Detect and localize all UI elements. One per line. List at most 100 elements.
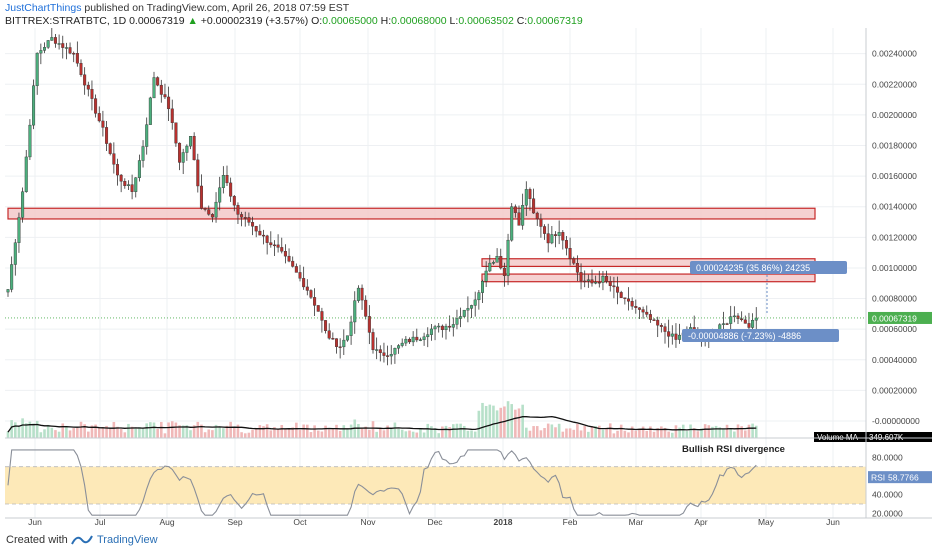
y-tick-label: 0.00180000 [872, 140, 917, 150]
measure-up-label: 0.00024235 (35.86%) 24235 [696, 263, 810, 273]
candle-body [404, 338, 408, 344]
candle-body [627, 298, 631, 302]
volume-bar [247, 432, 251, 438]
volume-bar [517, 408, 521, 438]
candle-body [243, 217, 247, 219]
volume-bar [57, 431, 61, 438]
candle-body [32, 85, 36, 126]
candle-body [13, 242, 17, 265]
candle-body [590, 279, 594, 284]
volume-bar [90, 425, 94, 438]
rsi-tag [868, 471, 932, 484]
candle-body [382, 352, 386, 356]
volume-bar [360, 427, 364, 438]
volume-bar [236, 424, 240, 438]
last-price-tag [868, 311, 932, 324]
candle-body [557, 232, 561, 236]
volume-bar [225, 425, 229, 438]
volume-bar [510, 404, 513, 438]
close-value: 0.00067319 [527, 15, 583, 27]
volume-bar [711, 426, 714, 438]
volume-bar [452, 424, 455, 438]
volume-bar [736, 424, 740, 438]
x-tick-label: May [758, 517, 775, 527]
x-tick-label: Jun [28, 517, 42, 527]
volume-bar [211, 430, 214, 438]
candle-body [294, 266, 298, 273]
volume-bar [568, 428, 572, 438]
candle-body [448, 325, 452, 328]
candle-body [550, 234, 554, 244]
volume-bar [280, 425, 284, 438]
volume-ma-line [7, 415, 757, 433]
candle-body [732, 315, 736, 318]
candle-body [670, 333, 674, 337]
candle-body [94, 98, 98, 114]
volume-bar [39, 432, 43, 438]
volume-bar [14, 422, 17, 438]
candle-body [367, 316, 371, 333]
candle-body [90, 89, 94, 99]
volume-bar [557, 423, 561, 438]
candle-body [178, 142, 182, 163]
candle-body [225, 175, 229, 184]
volume-bar [218, 426, 221, 438]
candle-body [535, 212, 539, 220]
candle-body [6, 289, 10, 293]
volume-bar [740, 426, 743, 438]
candle-body [513, 206, 517, 213]
candle-body [678, 334, 682, 340]
candle-body [506, 239, 510, 276]
volume-bar [481, 402, 484, 438]
author-link[interactable]: JustChartThings [5, 2, 82, 14]
volume-bar [181, 425, 185, 438]
volume-bar [68, 430, 72, 438]
candle-body [645, 311, 649, 315]
rsi-title: Bullish RSI divergence [682, 444, 785, 455]
candle-body [126, 184, 130, 186]
candle-body [608, 281, 612, 287]
candle-body [601, 276, 605, 283]
volume-bar [94, 424, 97, 438]
candle-body [79, 63, 83, 75]
up-triangle-icon: ▲ [187, 15, 198, 27]
candle-body [141, 146, 145, 161]
volume-bar [130, 426, 134, 438]
volume-bar [295, 422, 298, 438]
y-tick-label: 0.00140000 [872, 202, 917, 212]
candle-body [725, 323, 729, 325]
volume-bar [156, 428, 159, 438]
candle-body [43, 47, 47, 51]
volume-bar [733, 431, 736, 438]
candle-body [637, 307, 641, 310]
candle-body [470, 305, 474, 309]
candle-body [291, 260, 295, 267]
tradingview-link[interactable]: TradingView [97, 534, 158, 546]
volume-bar [594, 425, 597, 438]
volume-bar [426, 423, 430, 438]
y-tick-label: 0.00160000 [872, 171, 917, 181]
volume-bar [371, 421, 375, 438]
volume-bar [400, 429, 404, 438]
y-tick-label: 0.00080000 [872, 294, 917, 304]
volume-bar [616, 430, 619, 438]
volume-ma-box [814, 432, 932, 442]
volume-bar [572, 429, 576, 438]
volume-bar [674, 425, 678, 438]
volume-bar [233, 427, 236, 438]
volume-bar [722, 429, 725, 438]
volume-bar [134, 428, 138, 438]
candle-body [320, 311, 324, 321]
candle-body [199, 185, 203, 209]
volume-bar [160, 421, 163, 438]
volume-bar [382, 430, 386, 438]
volume-bar [189, 430, 192, 438]
price-chart[interactable]: 0.00067319 0.00024235 (35.86%) 24235 -0.00… [0, 28, 932, 530]
candle-body [119, 174, 123, 182]
candle-body [305, 286, 309, 291]
volume-bar [430, 426, 433, 438]
volume-bar [528, 430, 532, 438]
volume-bar [484, 405, 488, 438]
candle-body [473, 299, 477, 306]
volume-bar [196, 421, 200, 438]
